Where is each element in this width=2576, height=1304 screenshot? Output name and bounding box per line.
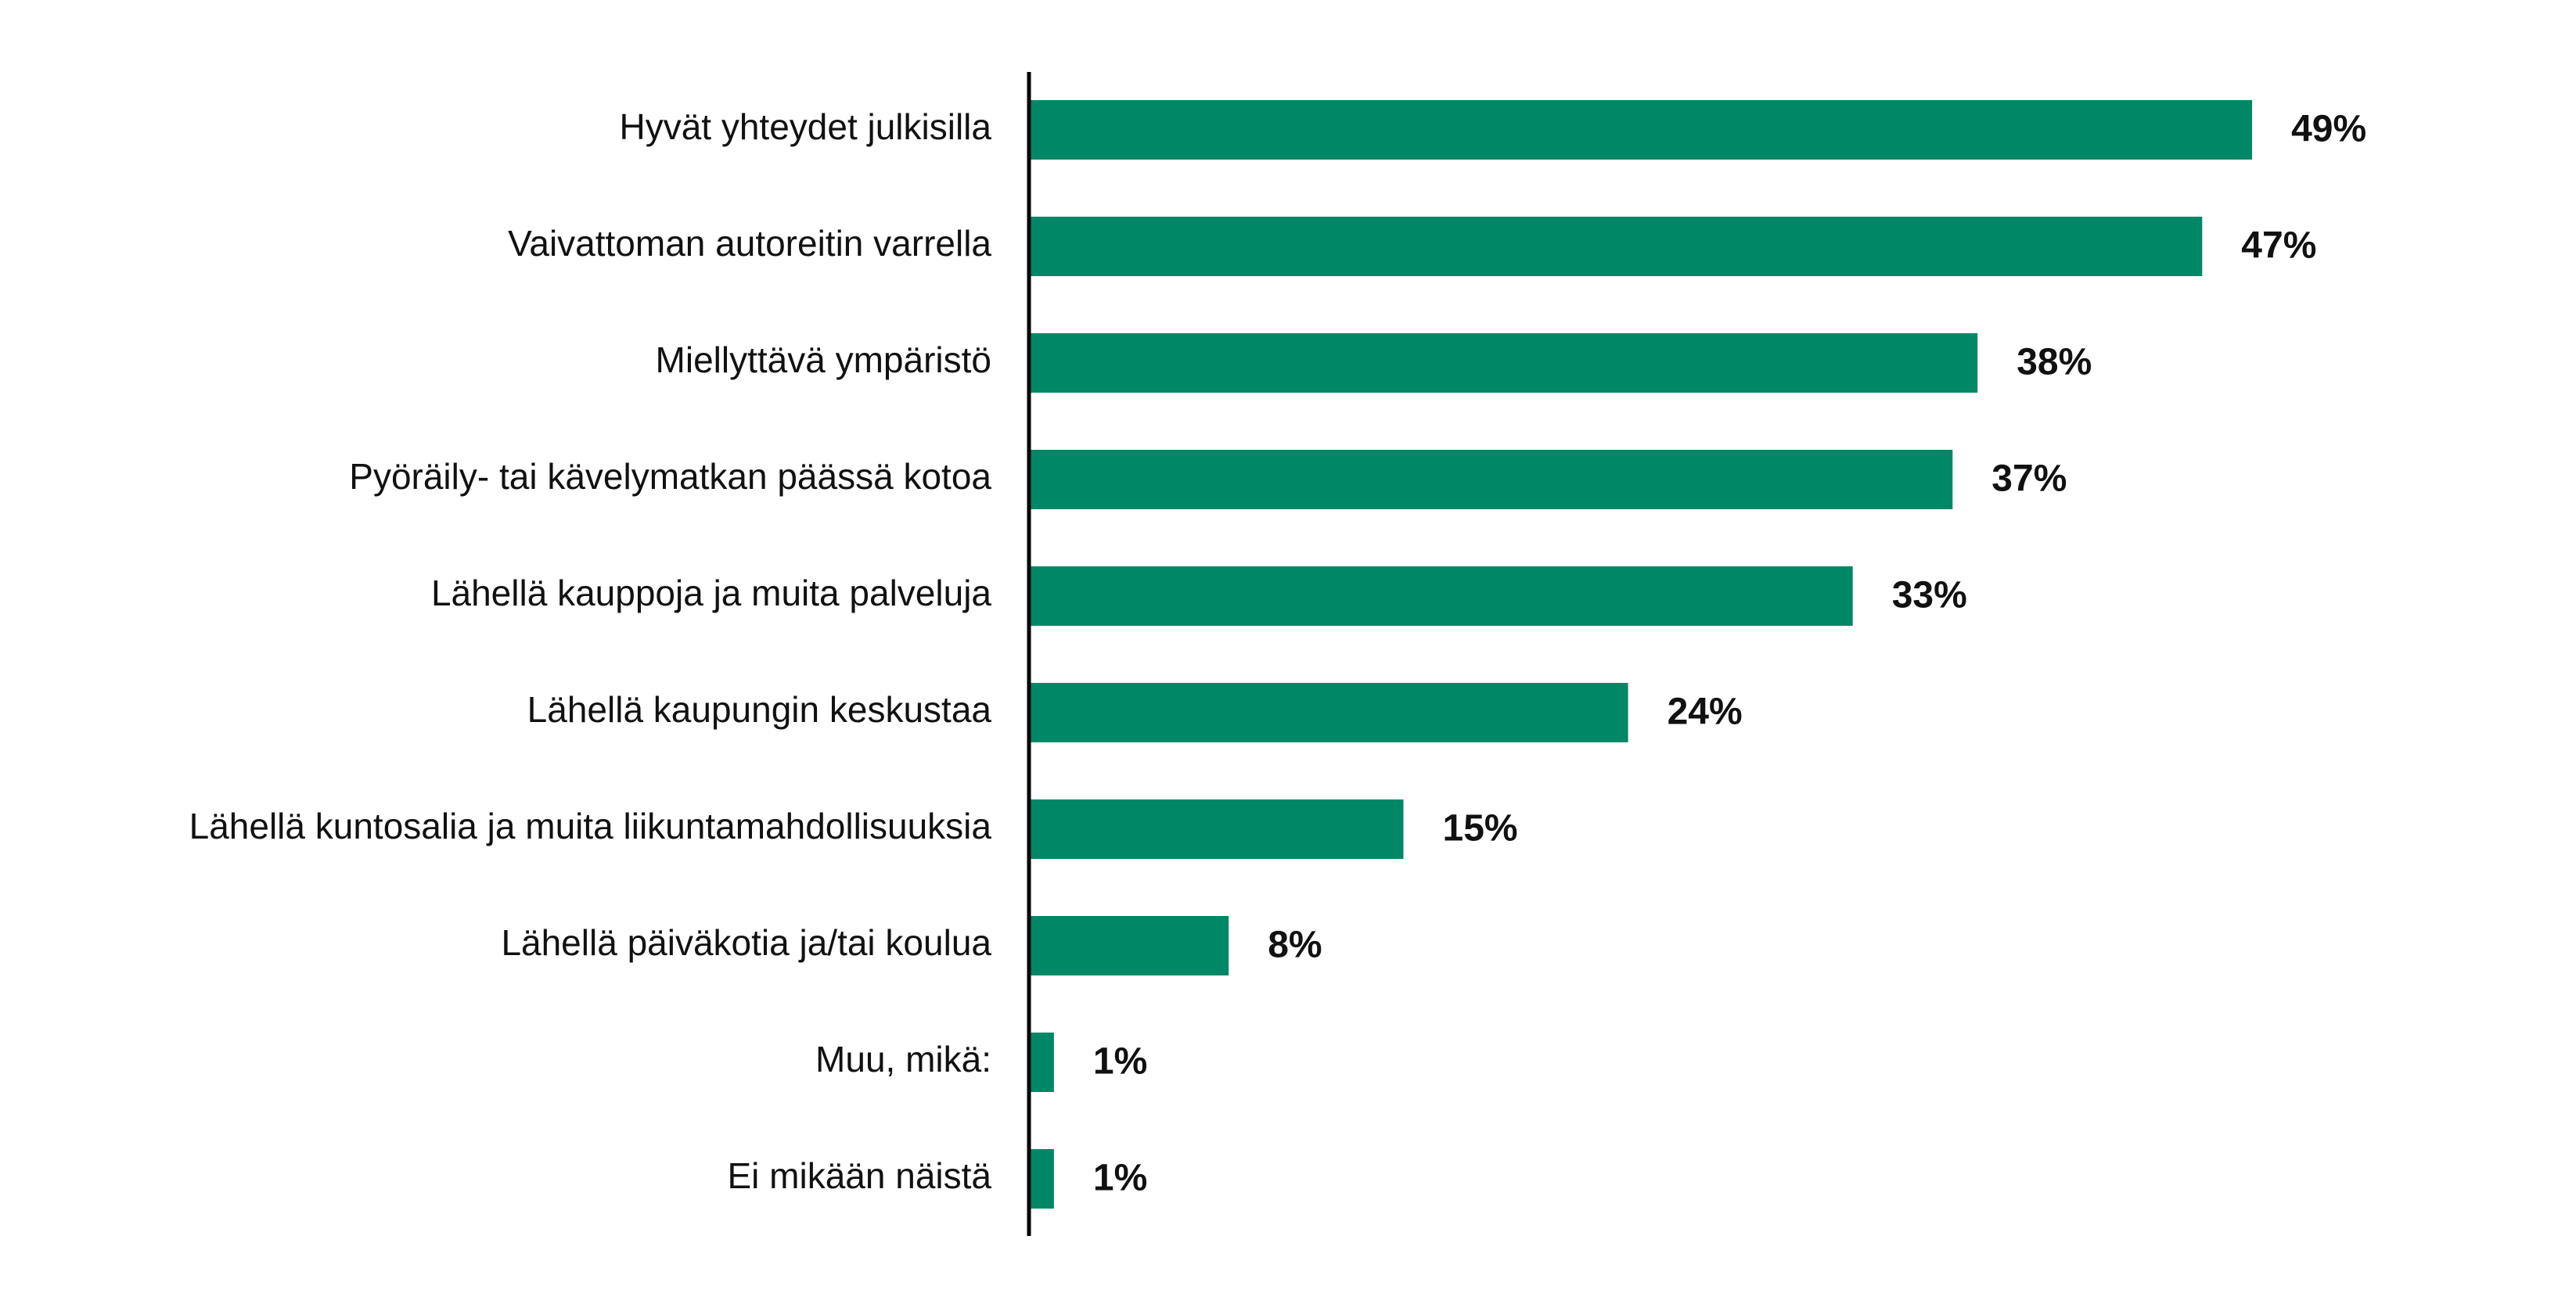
bar bbox=[1029, 916, 1229, 975]
bar bbox=[1029, 1033, 1054, 1092]
category-label: Muu, mikä: bbox=[815, 1039, 991, 1079]
bar bbox=[1029, 100, 2253, 160]
category-labels: Hyvät yhteydet julkisilla Vaivattoman aut… bbox=[189, 106, 992, 1196]
value-label: 24% bbox=[1668, 692, 1743, 733]
category-label: Lähellä kaupungin keskustaa bbox=[527, 689, 992, 730]
category-label: Lähellä kauppoja ja muita palveluja bbox=[431, 573, 991, 613]
category-label: Ei mikään näistä bbox=[728, 1155, 992, 1196]
bar bbox=[1029, 566, 1853, 626]
value-label: 47% bbox=[2241, 225, 2316, 267]
value-label: 38% bbox=[2017, 342, 2092, 383]
bar bbox=[1029, 450, 1953, 509]
bar bbox=[1029, 217, 2203, 276]
value-label: 37% bbox=[1991, 458, 2067, 500]
category-label: Miellyttävä ympäristö bbox=[656, 339, 991, 380]
bar bbox=[1029, 1149, 1054, 1209]
category-label: Vaivattoman autoreitin varrella bbox=[508, 223, 991, 264]
value-label: 15% bbox=[1443, 808, 1518, 850]
value-label: 1% bbox=[1093, 1158, 1147, 1199]
bar bbox=[1029, 333, 1978, 393]
value-label: 8% bbox=[1268, 925, 1322, 966]
category-label: Lähellä kuntosalia ja muita liikuntamahd… bbox=[189, 806, 992, 846]
category-label: Pyöräily- tai kävelymatkan päässä kotoa bbox=[349, 456, 991, 497]
value-labels: 49% 47% 38% 37% 33% 24% 15% 8% 1% 1% bbox=[1093, 109, 2366, 1199]
category-label: Hyvät yhteydet julkisilla bbox=[619, 106, 991, 147]
value-label: 1% bbox=[1093, 1041, 1147, 1083]
value-label: 49% bbox=[2291, 109, 2366, 150]
category-label: Lähellä päiväkotia ja/tai koulua bbox=[501, 922, 991, 963]
bar bbox=[1029, 799, 1404, 859]
bars-group bbox=[1029, 100, 2253, 1209]
value-label: 33% bbox=[1892, 575, 1967, 616]
bar bbox=[1029, 683, 1628, 742]
